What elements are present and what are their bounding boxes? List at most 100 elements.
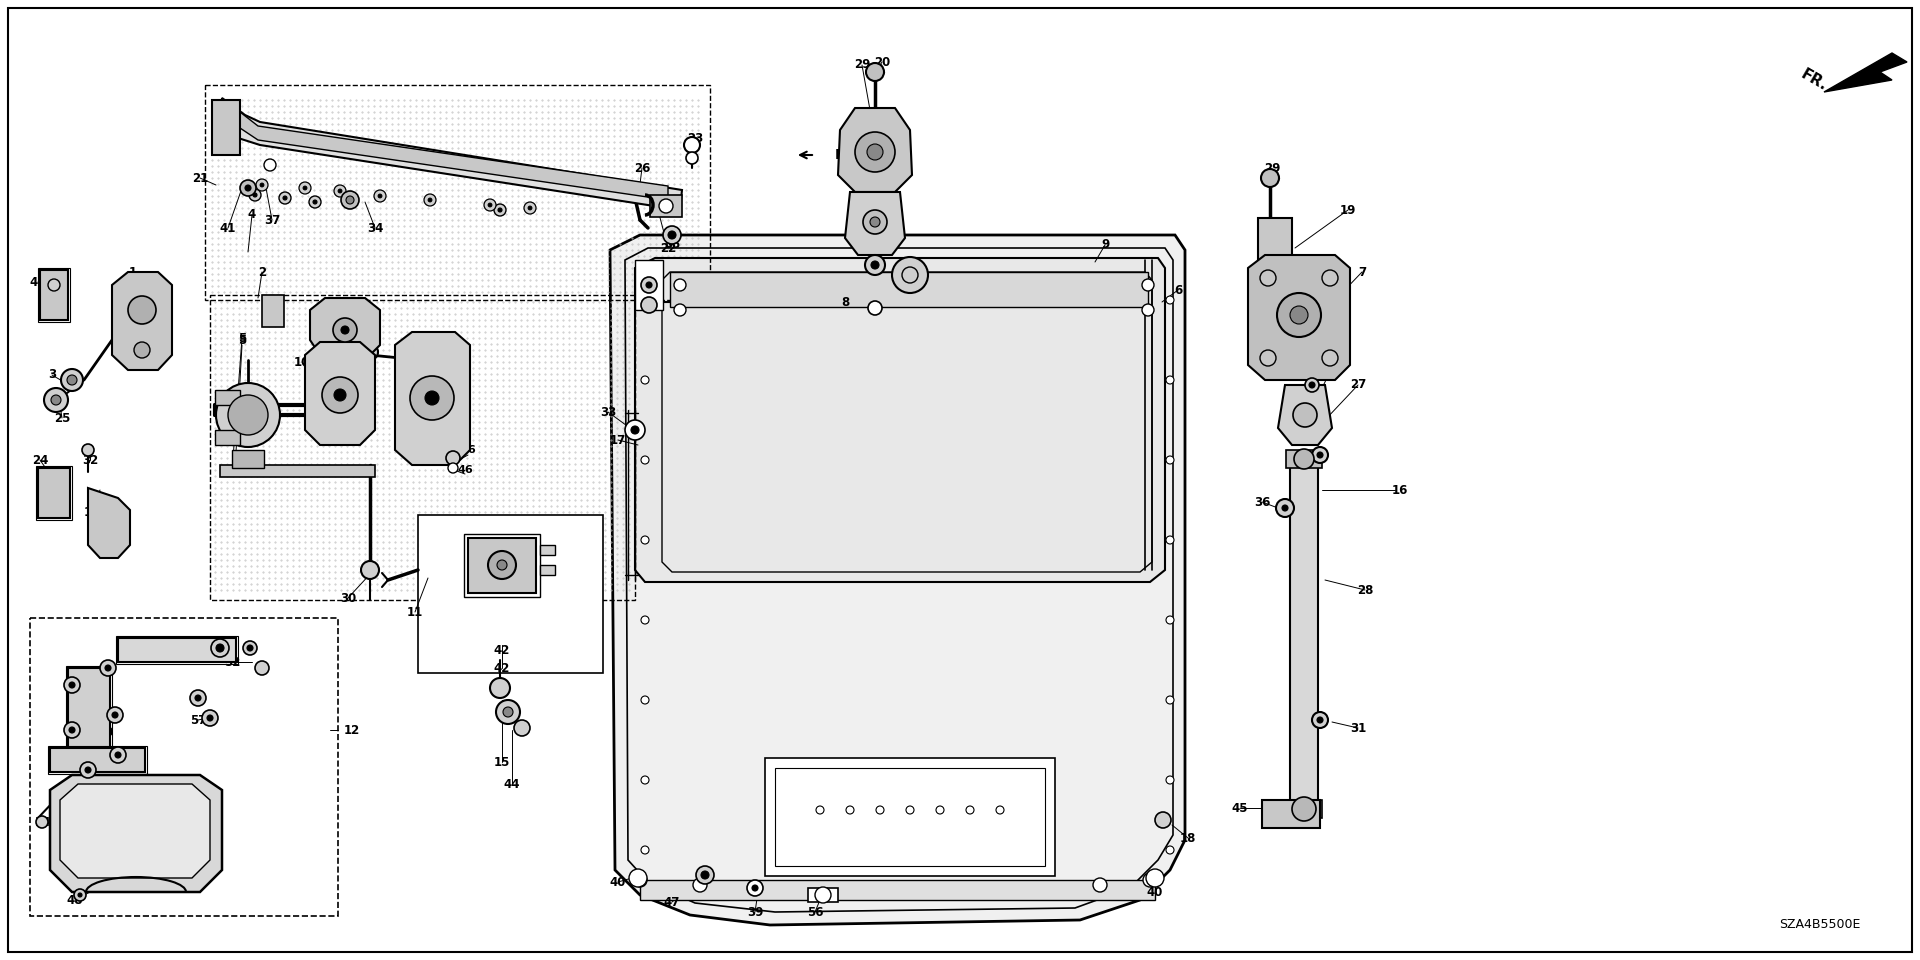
- Bar: [419, 515, 603, 673]
- Circle shape: [495, 700, 520, 724]
- Text: 23: 23: [687, 132, 703, 145]
- Polygon shape: [396, 332, 470, 465]
- Circle shape: [488, 203, 492, 207]
- Bar: [1286, 450, 1323, 468]
- Circle shape: [75, 889, 86, 901]
- Text: 54: 54: [35, 815, 50, 828]
- Circle shape: [634, 873, 647, 887]
- Bar: [215, 430, 240, 445]
- Text: 29: 29: [1263, 161, 1281, 175]
- Circle shape: [253, 193, 257, 197]
- Circle shape: [693, 878, 707, 892]
- Circle shape: [488, 551, 516, 579]
- Circle shape: [196, 695, 202, 701]
- Circle shape: [378, 194, 382, 198]
- Circle shape: [334, 185, 346, 197]
- Circle shape: [876, 806, 883, 814]
- Circle shape: [244, 641, 257, 655]
- Circle shape: [83, 444, 94, 456]
- Circle shape: [282, 196, 286, 200]
- Bar: [209, 295, 636, 600]
- Circle shape: [753, 885, 758, 891]
- Circle shape: [265, 159, 276, 171]
- Circle shape: [1323, 350, 1338, 366]
- Circle shape: [862, 210, 887, 234]
- Circle shape: [69, 682, 75, 688]
- Circle shape: [1311, 712, 1329, 728]
- Circle shape: [451, 437, 468, 453]
- Circle shape: [662, 226, 682, 244]
- Text: 48: 48: [67, 894, 83, 906]
- Text: 51: 51: [119, 791, 136, 804]
- Text: 4: 4: [248, 208, 255, 222]
- Circle shape: [1146, 869, 1164, 887]
- Polygon shape: [837, 108, 912, 192]
- Text: 14: 14: [84, 506, 100, 518]
- Circle shape: [870, 217, 879, 227]
- Circle shape: [996, 806, 1004, 814]
- Bar: [1286, 800, 1323, 818]
- Circle shape: [966, 806, 973, 814]
- Bar: [215, 390, 240, 405]
- Circle shape: [937, 806, 945, 814]
- Circle shape: [255, 661, 269, 675]
- Circle shape: [906, 806, 914, 814]
- Text: FR.: FR.: [1799, 66, 1830, 93]
- Text: 13: 13: [417, 362, 434, 374]
- Circle shape: [1165, 616, 1173, 624]
- Text: 30: 30: [340, 591, 355, 605]
- Polygon shape: [1258, 218, 1292, 278]
- Text: SZA4B5500E: SZA4B5500E: [1780, 919, 1860, 931]
- Circle shape: [278, 192, 292, 204]
- Circle shape: [641, 616, 649, 624]
- Polygon shape: [309, 298, 380, 360]
- Text: 25: 25: [54, 412, 71, 424]
- Text: 47: 47: [664, 896, 680, 908]
- Circle shape: [334, 389, 346, 401]
- Circle shape: [363, 344, 378, 360]
- Circle shape: [872, 261, 879, 269]
- Circle shape: [1142, 279, 1154, 291]
- Bar: [1261, 800, 1321, 828]
- Circle shape: [847, 806, 854, 814]
- Circle shape: [747, 880, 762, 896]
- Circle shape: [447, 463, 459, 473]
- Bar: [639, 880, 1156, 900]
- Text: 19: 19: [1340, 204, 1356, 217]
- Circle shape: [338, 189, 342, 193]
- Circle shape: [342, 326, 349, 334]
- Circle shape: [1309, 382, 1315, 388]
- Circle shape: [1156, 812, 1171, 828]
- Bar: [808, 888, 837, 902]
- Bar: [115, 636, 238, 664]
- Circle shape: [1283, 505, 1288, 511]
- Circle shape: [79, 893, 83, 897]
- Bar: [776, 768, 1044, 866]
- Circle shape: [684, 137, 701, 153]
- Polygon shape: [305, 342, 374, 445]
- Circle shape: [1317, 452, 1323, 458]
- Bar: [36, 466, 73, 520]
- Circle shape: [868, 144, 883, 160]
- Text: 44: 44: [503, 779, 520, 791]
- Text: 7: 7: [1357, 266, 1365, 278]
- Circle shape: [1142, 304, 1154, 316]
- Circle shape: [309, 196, 321, 208]
- Text: 34: 34: [367, 222, 384, 234]
- Text: 46: 46: [457, 465, 472, 475]
- Circle shape: [63, 677, 81, 693]
- Polygon shape: [240, 112, 668, 200]
- Polygon shape: [50, 775, 223, 892]
- Text: 1: 1: [129, 266, 136, 278]
- Text: 33: 33: [599, 405, 616, 419]
- Polygon shape: [1279, 385, 1332, 445]
- Circle shape: [1306, 378, 1319, 392]
- Circle shape: [108, 707, 123, 723]
- Text: 49: 49: [127, 643, 144, 657]
- Circle shape: [52, 395, 61, 405]
- Circle shape: [1165, 776, 1173, 784]
- Bar: [67, 668, 109, 748]
- Circle shape: [100, 660, 115, 676]
- Circle shape: [361, 561, 378, 579]
- Text: 21: 21: [192, 172, 207, 184]
